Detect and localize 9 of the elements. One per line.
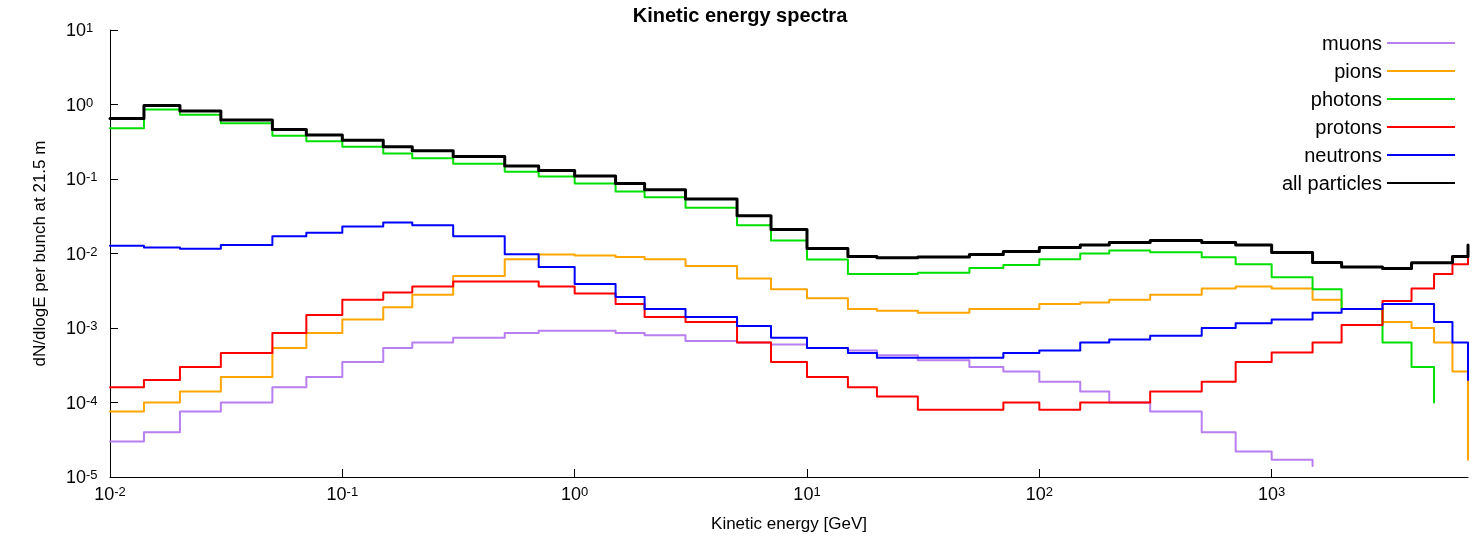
- legend-label: protons: [1315, 116, 1382, 138]
- y-axis-title: dN/dlogE per bunch at 21.5 m: [30, 140, 49, 367]
- legend-label: all particles: [1281, 172, 1382, 194]
- x-axis-title: Kinetic energy [GeV]: [711, 514, 867, 533]
- chart-title: Kinetic energy spectra: [632, 4, 849, 26]
- legend-label: muons: [1321, 32, 1382, 54]
- legend-label: pions: [1334, 60, 1382, 82]
- legend-label: neutrons: [1304, 144, 1382, 166]
- legend-label: photons: [1310, 88, 1382, 110]
